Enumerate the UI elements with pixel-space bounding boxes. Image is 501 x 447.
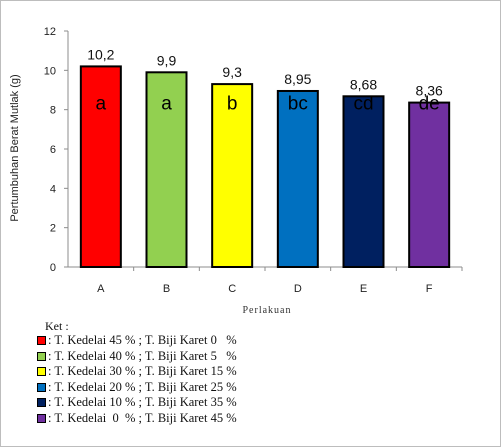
x-tick-label: E (360, 283, 367, 295)
y-tick-label: 2 (50, 223, 56, 235)
legend-item-label: : T. Kedelai 45 % ; T. Biji Karet 0 % (48, 333, 237, 347)
data-label: 9,9 (157, 52, 177, 68)
legend-swatch (37, 398, 46, 408)
y-tick-label: 0 (50, 262, 56, 274)
legend-item-label: : T. Kedelai 30 % ; T. Biji Karet 15 % (48, 364, 237, 378)
y-tick-label: 4 (50, 183, 56, 195)
x-tick-label: B (163, 283, 170, 295)
bar (79, 65, 122, 269)
group-letter: a (96, 94, 107, 115)
legend: Ket : : T. Kedelai 45 % ; T. Biji Karet … (37, 319, 237, 426)
x-tick-label: A (97, 283, 105, 295)
legend-swatch (37, 413, 46, 423)
bar (342, 95, 385, 268)
legend-item-label: : T. Kedelai 20 % ; T. Biji Karet 25 % (48, 379, 237, 394)
bar (145, 71, 188, 268)
data-label: 8,95 (284, 71, 311, 87)
bar (211, 83, 254, 268)
x-tick-label: D (294, 283, 302, 295)
y-tick-label: 6 (50, 144, 56, 156)
legend-item: : T. Kedelai 10 % ; T. Biji Karet 35 % (37, 395, 237, 411)
data-label: 10,2 (87, 46, 114, 62)
y-tick-label: 12 (44, 26, 56, 38)
legend-title: Ket : (45, 319, 69, 333)
x-axis-label: Perlakuan (243, 305, 292, 316)
legend-item-label: : T. Kedelai 40 % ; T. Biji Karet 5 % (48, 348, 237, 363)
data-label: 8,68 (350, 76, 377, 92)
x-tick-label: F (426, 283, 433, 295)
group-letter: de (419, 94, 440, 115)
y-tick-label: 10 (44, 65, 56, 77)
group-letter: bc (288, 94, 308, 115)
group-letter: a (161, 94, 172, 115)
legend-swatch (37, 351, 46, 361)
legend-swatch (37, 367, 46, 377)
legend-item: : T. Kedelai 0 % ; T. Biji Karet 45 % (37, 411, 237, 427)
legend-item-label: : T. Kedelai 10 % ; T. Biji Karet 35 % (48, 395, 237, 409)
group-letter: b (227, 94, 238, 115)
legend-swatch (37, 336, 46, 346)
data-label: 8,36 (416, 83, 443, 99)
legend-item: : T. Kedelai 30 % ; T. Biji Karet 15 % (37, 364, 237, 380)
legend-item: : T. Kedelai 40 % ; T. Biji Karet 5 % (37, 349, 237, 365)
data-label: 9,3 (222, 64, 242, 80)
legend-items: : T. Kedelai 45 % ; T. Biji Karet 0 % : … (37, 333, 237, 426)
x-tick-label: C (228, 283, 236, 295)
legend-swatch (37, 382, 46, 392)
y-axis-label: Pertumbuhan Berat Mutlak (g) (9, 74, 21, 221)
bar-chart: Pertumbuhan Berat Mutlak (g) Perlakuan 0… (9, 26, 463, 316)
legend-item: : T. Kedelai 20 % ; T. Biji Karet 25 % (37, 380, 237, 396)
legend-item-label: : T. Kedelai 0 % ; T. Biji Karet 45 % (48, 410, 237, 425)
legend-item: : T. Kedelai 45 % ; T. Biji Karet 0 % (37, 333, 237, 349)
bar (408, 101, 451, 268)
group-letter: cd (353, 94, 373, 115)
y-tick-label: 8 (50, 105, 56, 117)
bar (276, 89, 319, 268)
plot-area: 0 2 4 6 8 10 12 10,2 a A 9,9 a B 9,3 b C 8,95 bc D 8,68 cd E 8… (44, 26, 463, 295)
